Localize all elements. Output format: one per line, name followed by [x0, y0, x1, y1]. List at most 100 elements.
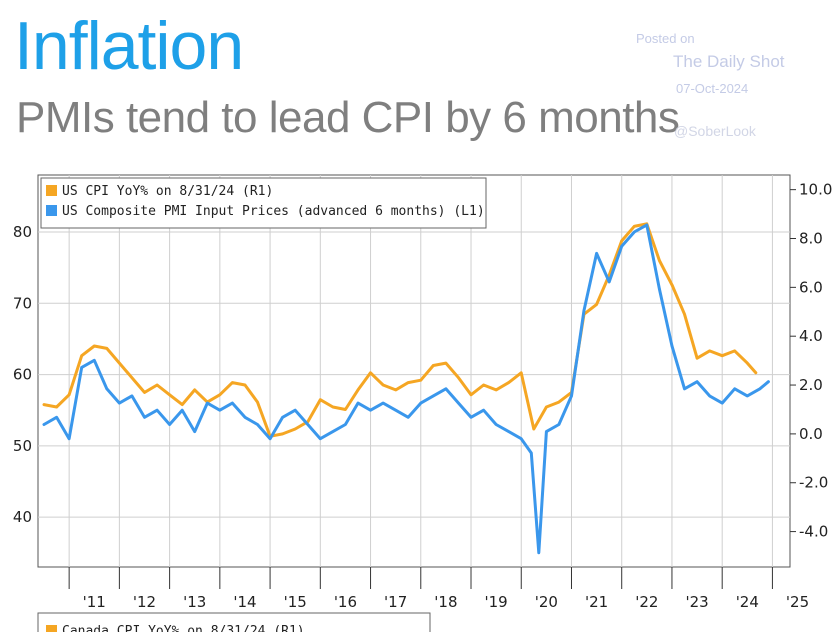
legend-label-cpi: US CPI YoY% on 8/31/24 (R1): [62, 184, 273, 199]
data-point-cpi: [432, 364, 435, 367]
chart-title: Inflation: [14, 8, 244, 84]
data-point-pmi: [369, 409, 372, 412]
data-point-cpi: [105, 347, 109, 350]
data-point-pmi: [570, 394, 573, 398]
data-point-pmi: [268, 437, 272, 440]
x-tick-label: '12: [133, 593, 156, 611]
data-point-pmi: [67, 437, 71, 440]
data-point-cpi: [168, 393, 171, 396]
next-panel-legend-box: [37, 612, 431, 632]
right-tick-label: 4.0: [799, 327, 823, 345]
data-point-cpi: [444, 361, 448, 365]
x-tick-label: '21: [585, 593, 608, 611]
x-axis: '11 '12 '13 '14 '15 '16 '17 '18 '19 '20 '21 '22 '23 '…: [68, 567, 809, 611]
data-point-pmi: [507, 430, 510, 433]
data-point-pmi: [105, 387, 109, 390]
data-point-cpi: [256, 400, 259, 404]
data-point-pmi: [55, 416, 58, 419]
data-point-cpi: [218, 393, 221, 396]
data-point-pmi: [670, 344, 674, 348]
data-point-pmi: [432, 394, 435, 398]
data-point-cpi: [80, 354, 83, 357]
series-lines: [42, 222, 770, 555]
data-point-pmi: [557, 423, 561, 426]
data-point-cpi: [193, 388, 196, 392]
grid-lines: [38, 175, 790, 567]
data-point-pmi: [494, 423, 498, 426]
data-point-pmi: [143, 416, 146, 419]
watermark-handle: @SoberLook: [674, 123, 756, 139]
data-point-cpi: [520, 371, 523, 374]
data-point-pmi: [80, 366, 83, 369]
data-point-pmi: [231, 401, 234, 405]
left-tick-label: 80: [13, 223, 32, 241]
x-tick-label: '14: [233, 593, 256, 611]
data-point-cpi: [294, 427, 297, 431]
data-point-pmi: [683, 387, 686, 390]
data-point-pmi: [482, 409, 485, 412]
data-point-pmi: [407, 416, 410, 419]
data-point-cpi: [331, 405, 335, 409]
data-point-pmi: [181, 409, 184, 412]
data-point-pmi: [130, 394, 134, 398]
data-point-cpi: [118, 361, 121, 365]
data-point-pmi: [733, 387, 736, 390]
next-panel-legend: Canada CPI YoY% on 8/31/24 (R1): [37, 612, 431, 632]
data-point-pmi: [243, 416, 247, 419]
data-point-pmi: [168, 423, 171, 426]
data-point-cpi: [381, 383, 385, 387]
x-tick-label: '22: [635, 593, 658, 611]
left-tick-label: 70: [13, 294, 32, 312]
next-panel-legend-swatch: [46, 625, 57, 632]
data-point-pmi: [306, 423, 309, 426]
data-point-cpi: [721, 354, 724, 357]
right-tick-label: 8.0: [799, 230, 823, 248]
legend-box: [40, 177, 487, 229]
data-point-cpi: [243, 383, 247, 387]
data-point-cpi: [344, 408, 347, 411]
watermark-posted-on: Posted on: [636, 31, 695, 46]
x-tick-label: '17: [384, 593, 407, 611]
data-point-pmi: [457, 401, 460, 405]
left-axis: 40 50 60 70 80: [13, 223, 32, 526]
x-tick-label: '25: [786, 593, 809, 611]
data-point-pmi: [394, 409, 397, 412]
data-point-pmi: [695, 380, 699, 383]
left-tick-label: 50: [13, 437, 32, 455]
data-point-pmi: [331, 430, 335, 433]
data-point-cpi: [143, 391, 146, 394]
data-point-pmi: [294, 409, 297, 412]
data-point-cpi: [67, 393, 71, 396]
data-point-pmi: [419, 401, 422, 405]
chart-subtitle: PMIs tend to lead CPI by 6 months: [16, 93, 680, 142]
data-point-cpi: [658, 259, 661, 262]
data-point-pmi: [155, 409, 159, 412]
data-point-pmi: [520, 437, 523, 440]
x-tick-label: '24: [736, 593, 759, 611]
x-tick-label: '15: [284, 593, 307, 611]
data-point-cpi: [532, 427, 535, 431]
data-point-pmi: [582, 309, 586, 312]
right-tick-label: -2.0: [799, 474, 828, 492]
x-tick-label: '11: [83, 593, 106, 611]
x-tick-label: '13: [183, 593, 206, 611]
legend-swatch-pmi: [46, 205, 57, 216]
data-point-pmi: [537, 551, 540, 554]
data-point-pmi: [256, 423, 259, 426]
data-point-pmi: [767, 380, 770, 383]
data-point-cpi: [695, 357, 699, 360]
data-point-pmi: [608, 280, 611, 284]
data-point-cpi: [181, 403, 184, 406]
data-point-cpi: [494, 388, 498, 392]
data-point-cpi: [746, 361, 749, 365]
data-point-pmi: [645, 223, 648, 227]
watermark-date: 07-Oct-2024: [676, 81, 749, 96]
right-tick-label: 0.0: [799, 425, 823, 443]
right-tick-label: 10.0: [799, 181, 832, 199]
data-point-cpi: [55, 405, 58, 409]
right-tick-label: 6.0: [799, 278, 823, 296]
data-point-cpi: [356, 388, 360, 392]
data-point-cpi: [407, 381, 410, 384]
data-point-pmi: [746, 394, 749, 398]
legend-swatch-cpi: [46, 185, 57, 196]
